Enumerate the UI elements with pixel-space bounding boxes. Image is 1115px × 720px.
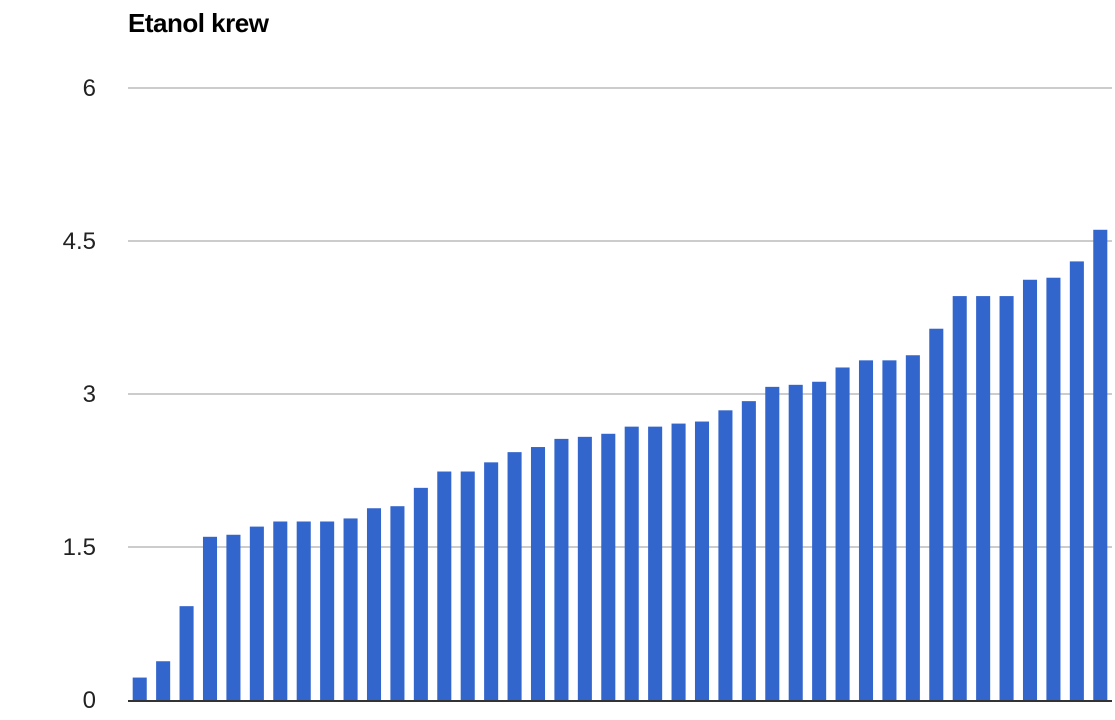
bar: [601, 433, 616, 700]
bar: [882, 360, 897, 700]
bar: [437, 471, 452, 700]
bar: [296, 521, 311, 700]
bar: [999, 296, 1014, 700]
bar: [718, 410, 733, 700]
bar: [320, 521, 335, 700]
bar: [741, 401, 756, 700]
bar: [554, 438, 569, 700]
bar: [343, 518, 358, 700]
bar: [530, 447, 546, 700]
bar: [1069, 261, 1084, 700]
bar: [202, 536, 218, 700]
bar: [648, 426, 663, 700]
bar: [952, 296, 967, 700]
bar: [812, 381, 827, 700]
bar: [624, 426, 639, 700]
bar: [835, 367, 850, 700]
bar: [1022, 279, 1038, 700]
bar: [1046, 277, 1061, 700]
bar: [226, 534, 241, 700]
chart-title: Etanol krew: [128, 8, 269, 38]
bar: [413, 487, 428, 700]
y-tick-label: 1.5: [63, 534, 96, 561]
bar: [671, 423, 686, 700]
bar: [273, 521, 288, 700]
bar: [460, 471, 475, 700]
bar: [484, 462, 499, 700]
bar: [1093, 229, 1108, 700]
bars: [132, 229, 1108, 700]
bar: [765, 386, 780, 700]
bar: [929, 328, 944, 700]
bar: [694, 421, 710, 700]
bar: [366, 508, 382, 700]
bar: [132, 677, 147, 700]
bar: [905, 355, 920, 700]
y-tick-label: 6: [83, 75, 96, 102]
bar: [249, 526, 264, 700]
bar: [156, 661, 171, 700]
y-tick-label: 3: [83, 381, 96, 408]
y-tick-label: 0: [83, 687, 96, 714]
y-axis: 0 1.5 3 4.5 6: [63, 75, 96, 714]
bar: [507, 452, 522, 700]
y-tick-label: 4.5: [63, 228, 96, 255]
bar: [179, 606, 194, 700]
gridlines: [128, 87, 1112, 702]
bar: [858, 360, 874, 700]
bar: [577, 436, 592, 700]
bar: [788, 384, 803, 700]
bar: [390, 506, 405, 700]
bar: [976, 296, 991, 700]
